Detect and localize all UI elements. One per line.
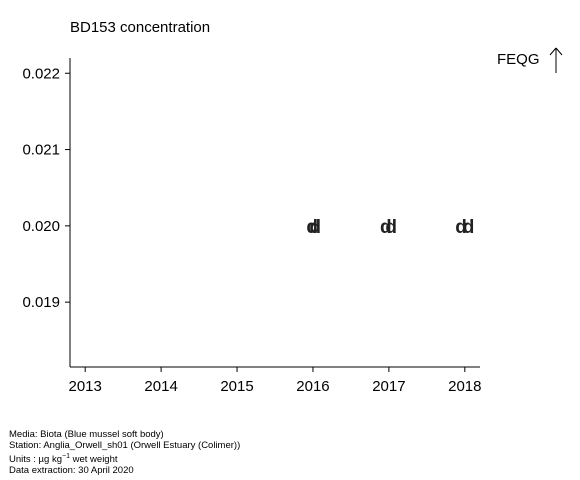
footer: Media: Biota (Blue mussel soft body) Sta… <box>9 429 240 476</box>
footer-extraction: Data extraction: 30 April 2020 <box>9 465 134 477</box>
data-points: dd dd dd <box>306 217 474 238</box>
y-ticks: 0.022 0.021 0.020 0.019 <box>22 65 70 311</box>
y-tick-label: 0.019 <box>22 294 60 311</box>
chart-title: BD153 concentration <box>70 19 211 36</box>
x-ticks: 2013 2014 2015 2016 2017 2018 <box>68 367 482 395</box>
x-tick-label: 2014 <box>144 378 177 395</box>
units-prefix: Units : µg kg <box>9 454 62 466</box>
data-point: d <box>463 217 475 238</box>
units-superscript: −1 <box>62 453 70 460</box>
data-point: d <box>306 217 318 238</box>
data-point: d <box>455 217 467 238</box>
units-suffix: wet weight <box>69 454 118 466</box>
x-tick-label: 2018 <box>448 378 481 395</box>
x-tick-label: 2016 <box>296 378 329 395</box>
data-point: d <box>380 217 392 238</box>
up-arrow-icon <box>549 47 563 73</box>
x-tick-label: 2015 <box>220 378 253 395</box>
y-tick-label: 0.020 <box>22 218 60 235</box>
x-tick-label: 2017 <box>372 378 405 395</box>
footer-media: Media: Biota (Blue mussel soft body) <box>9 429 164 440</box>
feqg-label: FEQG <box>497 51 540 68</box>
footer-units: Units : µg kg−1 wet weight <box>9 451 240 465</box>
data-point: d <box>385 217 397 238</box>
y-tick-label: 0.021 <box>22 142 60 159</box>
data-point: d <box>309 217 321 238</box>
y-tick-label: 0.022 <box>22 65 60 82</box>
x-tick-label: 2013 <box>68 378 101 395</box>
footer-station: Station: Anglia_Orwell_sh01 (Orwell Estu… <box>9 440 241 451</box>
